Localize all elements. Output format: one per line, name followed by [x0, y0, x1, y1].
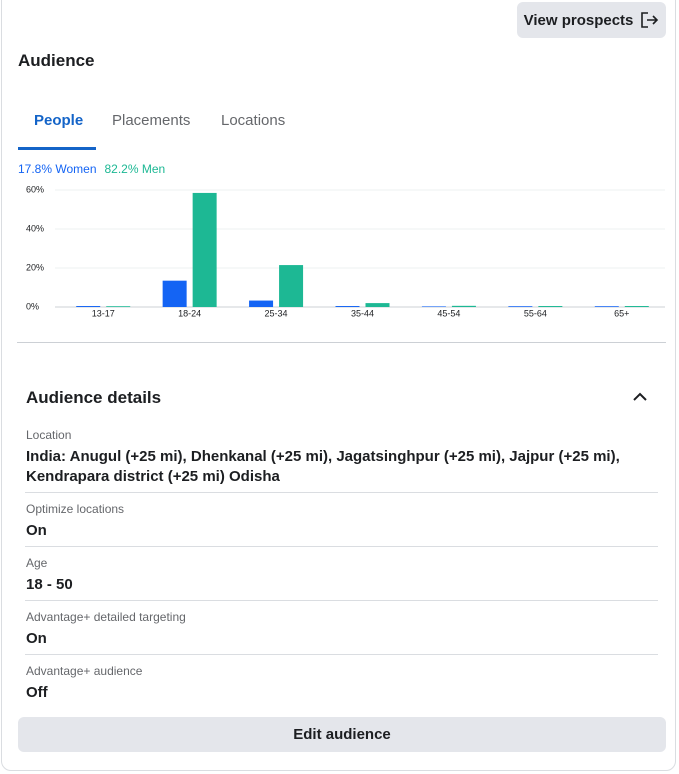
detail-separator	[25, 654, 658, 655]
x-tick-label: 13-17	[92, 308, 115, 318]
tab[interactable]: People	[34, 112, 84, 129]
bar	[192, 192, 217, 307]
edit-audience-button[interactable]: Edit audience	[18, 717, 666, 752]
bar	[106, 306, 131, 307]
tab[interactable]: Locations	[221, 112, 286, 129]
detail-label: Advantage+ detailed targeting	[26, 610, 186, 624]
legend-entry: 17.8% Women	[18, 162, 97, 176]
detail-label: Location	[26, 428, 72, 442]
section-title: Audience	[18, 51, 95, 70]
exit-icon	[641, 12, 659, 28]
bar	[279, 265, 304, 307]
y-tick-label: 60%	[26, 184, 44, 194]
bar	[421, 306, 446, 307]
bar	[76, 306, 101, 307]
divider	[17, 342, 666, 343]
detail-separator	[25, 546, 658, 547]
x-tick-label: 25-34	[265, 308, 288, 318]
y-tick-label: 0%	[26, 301, 39, 311]
bar	[538, 306, 563, 307]
detail-value: India: Anugul (+25 mi), Dhenkanal (+25 m…	[26, 448, 620, 485]
bar	[365, 303, 390, 307]
view-prospects-button[interactable]: View prospects	[517, 2, 666, 38]
detail-separator	[25, 492, 658, 493]
detail-label: Advantage+ audience	[26, 664, 143, 678]
bar	[594, 306, 619, 307]
x-tick-label: 35-44	[351, 308, 374, 318]
tab[interactable]: Placements	[112, 112, 191, 129]
tab-indicator	[18, 147, 96, 150]
bar	[451, 305, 476, 307]
detail-value: On	[26, 630, 47, 647]
detail-value: Off	[26, 684, 48, 701]
y-tick-label: 40%	[26, 223, 44, 233]
detail-value: 18 - 50	[26, 576, 73, 593]
x-tick-label: 18-24	[178, 308, 201, 318]
bar	[508, 306, 533, 307]
x-tick-label: 55-64	[524, 308, 547, 318]
bar	[162, 280, 187, 307]
detail-value: On	[26, 522, 47, 539]
y-tick-label: 20%	[26, 262, 44, 272]
details-title: Audience details	[26, 388, 162, 407]
button-label: View prospects	[523, 11, 634, 29]
bar	[335, 306, 360, 307]
collapse-chevron[interactable]	[632, 390, 648, 404]
x-tick-label: 65+	[614, 308, 629, 318]
chart: 17.8% Women 82.2% Men 0% 20% 40% 60% 13-17 18-2…	[18, 162, 665, 318]
x-tick-label: 45-54	[437, 308, 460, 318]
bar	[249, 300, 274, 307]
detail-separator	[25, 600, 658, 601]
detail-label: Age	[26, 556, 48, 570]
button-label: Edit audience	[293, 726, 391, 743]
bar	[624, 306, 649, 307]
detail-label: Optimize locations	[26, 502, 125, 516]
legend-entry: 82.2% Men	[105, 162, 166, 176]
